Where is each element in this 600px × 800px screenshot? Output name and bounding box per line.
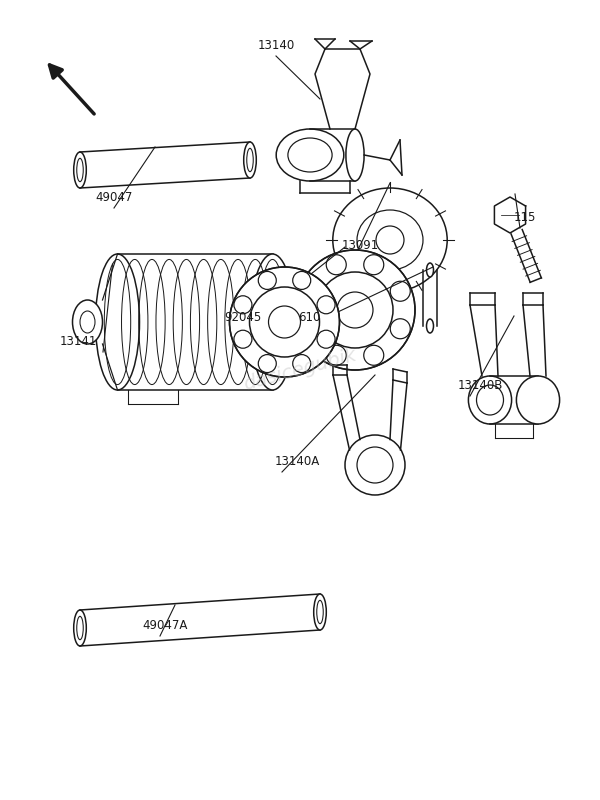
Text: 13140A: 13140A bbox=[274, 455, 320, 468]
Circle shape bbox=[390, 282, 410, 302]
Polygon shape bbox=[494, 197, 526, 233]
Circle shape bbox=[295, 250, 415, 370]
Ellipse shape bbox=[314, 594, 326, 630]
Text: 49047A: 49047A bbox=[142, 619, 188, 632]
Circle shape bbox=[326, 346, 346, 366]
Circle shape bbox=[390, 318, 410, 338]
Ellipse shape bbox=[346, 129, 364, 181]
Circle shape bbox=[326, 254, 346, 274]
Text: 13140B: 13140B bbox=[457, 379, 503, 392]
Circle shape bbox=[293, 271, 311, 290]
Circle shape bbox=[229, 267, 340, 377]
Text: dasicegubik: dasicegubik bbox=[241, 346, 359, 394]
Ellipse shape bbox=[73, 300, 103, 344]
Circle shape bbox=[317, 330, 335, 348]
Text: 610: 610 bbox=[298, 311, 320, 324]
Circle shape bbox=[300, 318, 320, 338]
Circle shape bbox=[364, 346, 384, 366]
Ellipse shape bbox=[74, 152, 86, 188]
Text: 49047: 49047 bbox=[95, 191, 133, 204]
Text: 115: 115 bbox=[514, 211, 536, 224]
Ellipse shape bbox=[244, 142, 256, 178]
Text: 13141: 13141 bbox=[59, 335, 97, 348]
Circle shape bbox=[258, 354, 276, 373]
Circle shape bbox=[258, 271, 276, 290]
Ellipse shape bbox=[276, 129, 344, 181]
Circle shape bbox=[364, 254, 384, 274]
Ellipse shape bbox=[95, 254, 139, 390]
Circle shape bbox=[234, 296, 252, 314]
Ellipse shape bbox=[469, 376, 512, 424]
FancyBboxPatch shape bbox=[118, 254, 272, 390]
Ellipse shape bbox=[333, 188, 447, 292]
Ellipse shape bbox=[517, 376, 560, 424]
Text: 13140: 13140 bbox=[257, 39, 295, 52]
Ellipse shape bbox=[251, 254, 295, 390]
Circle shape bbox=[234, 330, 252, 348]
Text: 92045: 92045 bbox=[224, 311, 262, 324]
Circle shape bbox=[345, 435, 405, 495]
Circle shape bbox=[300, 282, 320, 302]
Text: 13091: 13091 bbox=[341, 239, 379, 252]
Ellipse shape bbox=[427, 263, 433, 277]
Ellipse shape bbox=[427, 319, 433, 333]
Circle shape bbox=[317, 296, 335, 314]
Circle shape bbox=[293, 354, 311, 373]
Ellipse shape bbox=[74, 610, 86, 646]
